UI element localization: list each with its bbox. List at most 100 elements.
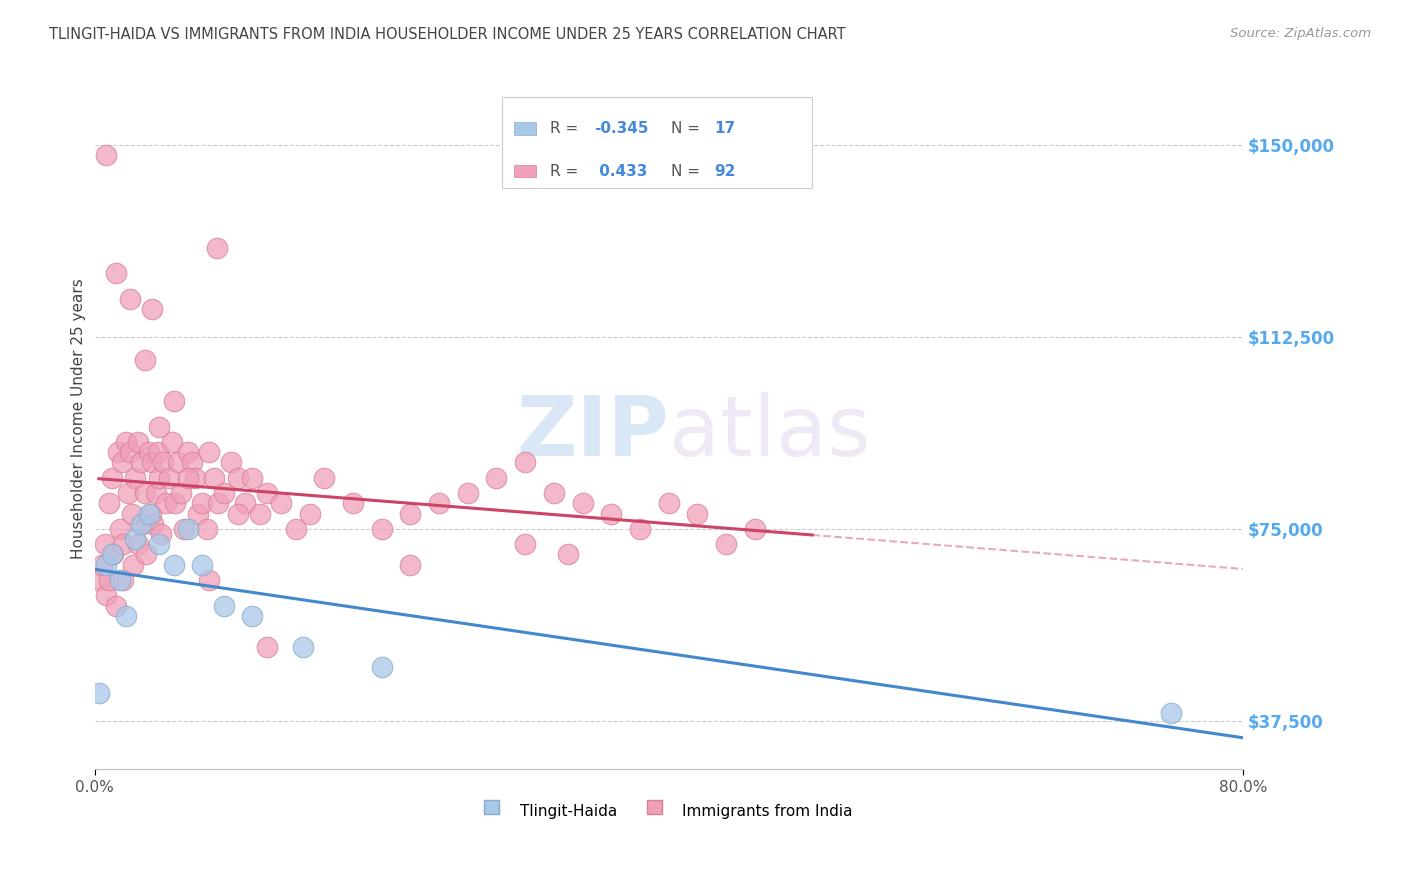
Point <box>543 486 565 500</box>
Point <box>124 471 146 485</box>
Point <box>148 537 170 551</box>
Point <box>122 558 145 572</box>
Point <box>138 445 160 459</box>
Point <box>103 548 125 562</box>
Text: TLINGIT-HAIDA VS IMMIGRANTS FROM INDIA HOUSEHOLDER INCOME UNDER 25 YEARS CORRELA: TLINGIT-HAIDA VS IMMIGRANTS FROM INDIA H… <box>49 27 846 42</box>
Text: 0.433: 0.433 <box>595 164 647 178</box>
Point <box>242 608 264 623</box>
Point <box>105 599 128 613</box>
Point <box>370 522 392 536</box>
Point <box>291 640 314 654</box>
Point <box>127 537 149 551</box>
Point <box>166 455 188 469</box>
Point <box>600 507 623 521</box>
Point <box>87 573 110 587</box>
Point <box>207 496 229 510</box>
Point <box>233 496 256 510</box>
Point <box>129 516 152 531</box>
Point <box>515 455 537 469</box>
Text: 92: 92 <box>714 164 735 178</box>
Point <box>101 548 124 562</box>
Point <box>142 516 165 531</box>
Point <box>107 445 129 459</box>
Point <box>205 241 228 255</box>
Text: -0.345: -0.345 <box>595 121 648 136</box>
Point <box>191 558 214 572</box>
Point <box>162 394 184 409</box>
Text: atlas: atlas <box>669 392 870 474</box>
Point <box>686 507 709 521</box>
Point <box>157 471 180 485</box>
Point <box>127 434 149 449</box>
Point <box>314 471 336 485</box>
Point <box>370 660 392 674</box>
Point <box>112 573 135 587</box>
Bar <box>513 165 537 178</box>
Point <box>141 301 163 316</box>
Point <box>457 486 479 500</box>
Point <box>152 455 174 469</box>
Point <box>135 548 157 562</box>
Point <box>120 292 142 306</box>
Point <box>485 471 508 485</box>
Point <box>226 507 249 521</box>
Point <box>658 496 681 510</box>
Point <box>195 522 218 536</box>
Point <box>105 266 128 280</box>
Point <box>110 573 132 587</box>
Point <box>628 522 651 536</box>
Point <box>256 640 278 654</box>
Point <box>155 496 177 510</box>
Point <box>744 522 766 536</box>
Point <box>198 445 221 459</box>
FancyBboxPatch shape <box>502 96 813 187</box>
Point <box>124 532 146 546</box>
Point <box>342 496 364 510</box>
Point <box>427 496 450 510</box>
Point <box>177 445 200 459</box>
Point <box>399 507 422 521</box>
Point <box>219 455 242 469</box>
Point <box>298 507 321 521</box>
Point <box>129 455 152 469</box>
Point <box>101 471 124 485</box>
Point <box>134 353 156 368</box>
Text: 17: 17 <box>714 121 735 136</box>
Point <box>284 522 307 536</box>
Point <box>170 486 193 500</box>
Point <box>93 537 115 551</box>
Point <box>110 522 132 536</box>
Text: R =: R = <box>550 164 583 178</box>
Point <box>97 573 120 587</box>
Legend: Tlingit-Haida, Immigrants from India: Tlingit-Haida, Immigrants from India <box>478 797 859 825</box>
Point <box>134 486 156 500</box>
Point <box>87 685 110 699</box>
Point <box>115 608 138 623</box>
Point <box>94 588 117 602</box>
Point <box>202 471 225 485</box>
Point <box>173 522 195 536</box>
Point <box>256 486 278 500</box>
Point <box>115 434 138 449</box>
Point <box>148 419 170 434</box>
Point <box>131 516 153 531</box>
Text: N =: N = <box>671 121 704 136</box>
Point <box>226 471 249 485</box>
Text: N =: N = <box>671 164 704 178</box>
Point <box>184 471 207 485</box>
Point <box>121 507 143 521</box>
Point <box>141 455 163 469</box>
Point <box>212 486 235 500</box>
Point <box>198 573 221 587</box>
Point <box>557 548 579 562</box>
Point <box>399 558 422 572</box>
Point <box>212 599 235 613</box>
Point <box>515 537 537 551</box>
Point <box>177 522 200 536</box>
Point <box>191 496 214 510</box>
Point <box>94 148 117 162</box>
Point <box>148 471 170 485</box>
Point <box>187 507 209 521</box>
Point <box>94 558 117 572</box>
Point <box>117 486 139 500</box>
